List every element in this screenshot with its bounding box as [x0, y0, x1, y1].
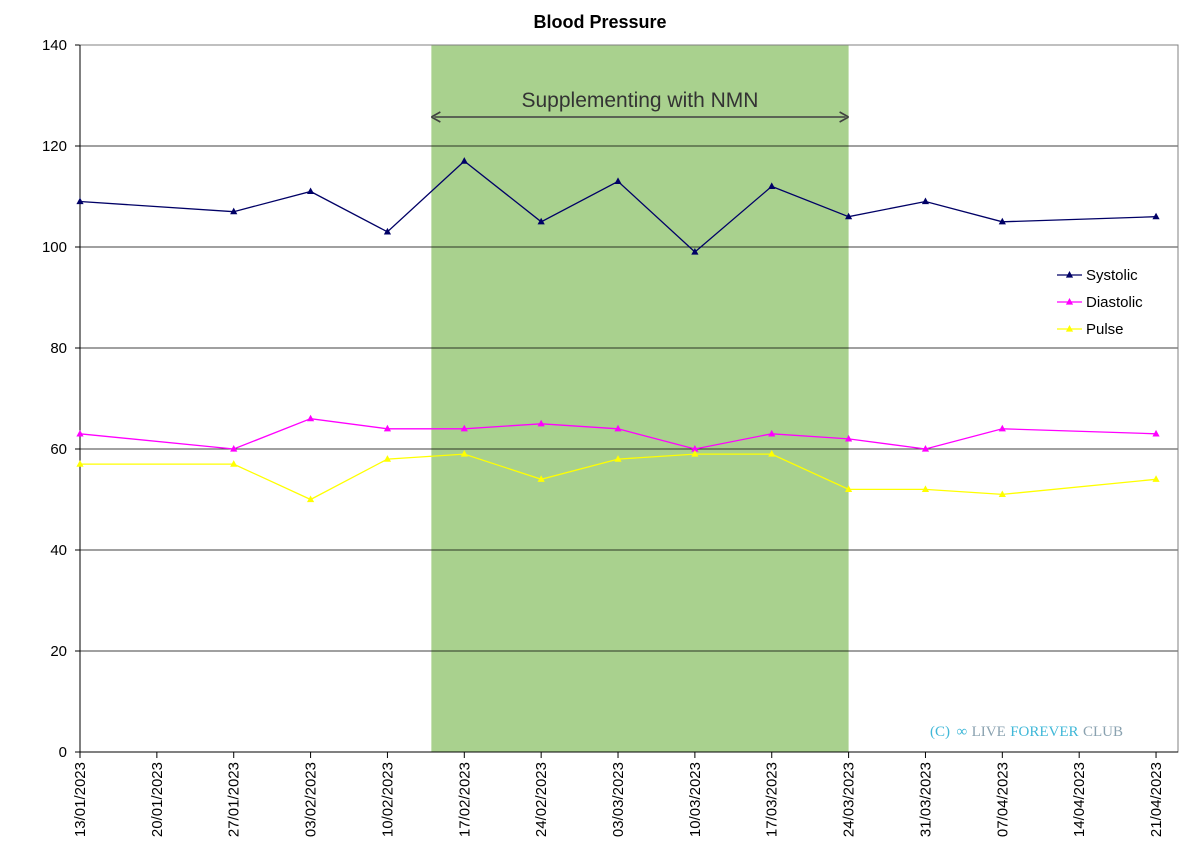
data-point-pulse [691, 450, 699, 457]
data-point-diastolic [230, 445, 238, 452]
x-tick-label: 13/01/2023 [72, 762, 89, 837]
data-point-systolic [768, 182, 776, 189]
x-tick-label: 07/04/2023 [994, 762, 1011, 837]
data-point-systolic [76, 197, 84, 205]
legend-label-diastolic: Diastolic [1086, 294, 1143, 311]
x-tick-label: 27/01/2023 [226, 762, 243, 837]
chart-title: Blood Pressure [533, 12, 666, 32]
data-point-diastolic [1152, 429, 1160, 437]
data-point-systolic [614, 177, 622, 184]
data-point-systolic [230, 207, 238, 215]
plot-area: 0 20 40 60 80 100 120 140 13/01/2023 20/01/2023 27… [42, 37, 1179, 837]
data-point-pulse [1152, 475, 1160, 482]
x-tick-label: 17/02/2023 [456, 762, 473, 837]
y-tick-label: 100 [42, 239, 67, 256]
data-point-pulse [998, 490, 1006, 498]
legend-marker-systolic [1065, 271, 1074, 278]
data-point-diastolic [845, 434, 853, 442]
x-tick-label: 17/03/2023 [764, 762, 781, 837]
data-point-pulse [76, 460, 84, 467]
data-point-systolic [460, 157, 468, 164]
legend-label-pulse: Pulse [1086, 321, 1124, 338]
svg-text:(C) ∞ LIVE F: (C) ∞ LIVE FOREVER CLUB [930, 723, 1123, 740]
data-point-pulse [768, 450, 776, 457]
data-point-systolic [845, 212, 853, 220]
x-tick-label: 24/02/2023 [533, 762, 550, 837]
data-point-pulse [306, 495, 315, 503]
data-point-pulse [614, 455, 622, 462]
watermark-part2: FOREVER [1010, 724, 1078, 740]
data-point-pulse [921, 485, 930, 492]
x-tick-label: 20/01/2023 [149, 762, 166, 837]
data-point-diastolic [998, 424, 1006, 432]
watermark: (C) ∞ LIVE FOREVER CLUB [930, 723, 1123, 740]
data-point-diastolic [537, 419, 545, 427]
y-tick-label: 40 [50, 542, 67, 559]
y-tick-label: 140 [42, 37, 67, 54]
y-tick-label: 20 [50, 643, 67, 660]
x-tick-label: 21/04/2023 [1148, 762, 1165, 837]
x-tick-label: 03/03/2023 [610, 762, 627, 837]
data-point-systolic [537, 217, 545, 225]
watermark-part3: CLUB [1083, 724, 1123, 740]
data-point-pulse [460, 450, 468, 457]
y-tick-label: 80 [50, 340, 67, 357]
x-tick-label: 10/02/2023 [379, 762, 396, 837]
legend-label-systolic: Systolic [1086, 267, 1138, 284]
data-point-pulse [230, 460, 238, 467]
data-point-diastolic [691, 445, 699, 452]
shaded-region [431, 45, 849, 752]
legend-marker-diastolic [1065, 298, 1074, 305]
x-tick-label: 14/04/2023 [1071, 762, 1088, 837]
data-point-diastolic [614, 424, 622, 432]
x-tick-label: 24/03/2023 [841, 762, 858, 837]
y-tick-label: 60 [50, 441, 67, 458]
watermark-prefix: (C) [930, 724, 950, 740]
annotation-arrowhead-right [839, 111, 849, 123]
chart-legend: Systolic Diastolic Pulse [1057, 267, 1143, 338]
data-point-systolic [1152, 212, 1160, 220]
data-point-systolic [306, 187, 315, 195]
data-point-systolic [691, 248, 699, 255]
data-point-diastolic [306, 414, 315, 422]
x-tick-label: 03/02/2023 [303, 762, 320, 837]
y-tick-label: 0 [59, 744, 67, 761]
watermark-infinity-icon: ∞ [956, 724, 967, 740]
data-point-systolic [921, 197, 930, 205]
data-point-diastolic [76, 429, 84, 437]
data-point-pulse [383, 455, 392, 462]
legend-marker-pulse [1065, 325, 1074, 332]
data-point-diastolic [383, 424, 392, 432]
data-point-systolic [383, 227, 392, 235]
data-point-diastolic [921, 445, 930, 452]
annotation-arrowhead-left [430, 111, 441, 123]
data-point-pulse [537, 475, 545, 482]
data-point-systolic [998, 217, 1006, 225]
annotation-label: Supplementing with NMN [522, 89, 759, 112]
x-tick-label: 31/03/2023 [917, 762, 934, 837]
data-point-diastolic [768, 429, 776, 437]
y-tick-label: 120 [42, 138, 67, 155]
data-point-pulse [845, 485, 853, 492]
data-point-diastolic [460, 424, 468, 432]
watermark-part1: LIVE [972, 724, 1006, 740]
x-tick-label: 10/03/2023 [687, 762, 704, 837]
